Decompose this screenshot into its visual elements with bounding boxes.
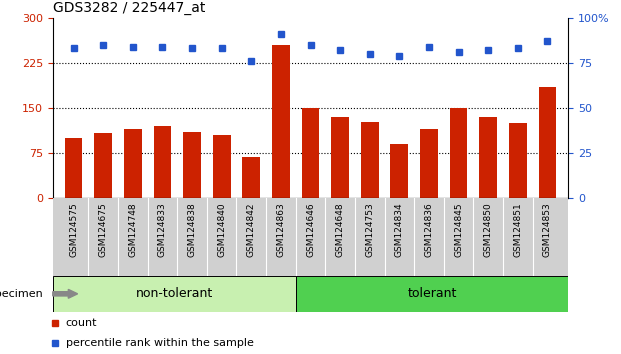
Bar <box>420 129 438 198</box>
Text: GSM124863: GSM124863 <box>276 202 286 257</box>
Bar <box>183 132 201 198</box>
Text: GSM124853: GSM124853 <box>543 202 552 257</box>
Text: non-tolerant: non-tolerant <box>135 287 213 300</box>
Bar <box>65 138 83 198</box>
Text: GSM124648: GSM124648 <box>335 202 345 257</box>
Bar <box>479 117 497 198</box>
Text: GSM124646: GSM124646 <box>306 202 315 257</box>
Bar <box>272 45 290 198</box>
Bar <box>94 133 112 198</box>
Bar <box>296 276 568 312</box>
Text: GSM124575: GSM124575 <box>69 202 78 257</box>
Bar <box>53 276 296 312</box>
Bar <box>538 87 556 198</box>
Bar <box>361 122 379 198</box>
Text: GSM124748: GSM124748 <box>129 202 137 257</box>
Text: GSM124842: GSM124842 <box>247 202 256 257</box>
Text: GDS3282 / 225447_at: GDS3282 / 225447_at <box>53 1 205 15</box>
Text: GSM124834: GSM124834 <box>395 202 404 257</box>
Bar <box>450 108 468 198</box>
Text: GSM124833: GSM124833 <box>158 202 167 257</box>
Bar <box>153 126 171 198</box>
Bar <box>124 129 142 198</box>
Bar <box>391 144 408 198</box>
Text: GSM124845: GSM124845 <box>454 202 463 257</box>
Text: GSM124836: GSM124836 <box>425 202 433 257</box>
Text: GSM124850: GSM124850 <box>484 202 492 257</box>
Text: GSM124838: GSM124838 <box>188 202 196 257</box>
Text: percentile rank within the sample: percentile rank within the sample <box>66 338 253 348</box>
Bar <box>213 135 230 198</box>
Text: specimen: specimen <box>0 289 43 299</box>
Bar <box>242 157 260 198</box>
Text: tolerant: tolerant <box>407 287 456 300</box>
Text: GSM124753: GSM124753 <box>365 202 374 257</box>
Text: count: count <box>66 318 97 329</box>
Text: GSM124675: GSM124675 <box>99 202 107 257</box>
Bar <box>331 117 349 198</box>
Text: GSM124851: GSM124851 <box>514 202 522 257</box>
Bar <box>509 123 527 198</box>
Bar <box>302 108 319 198</box>
Text: GSM124840: GSM124840 <box>217 202 226 257</box>
